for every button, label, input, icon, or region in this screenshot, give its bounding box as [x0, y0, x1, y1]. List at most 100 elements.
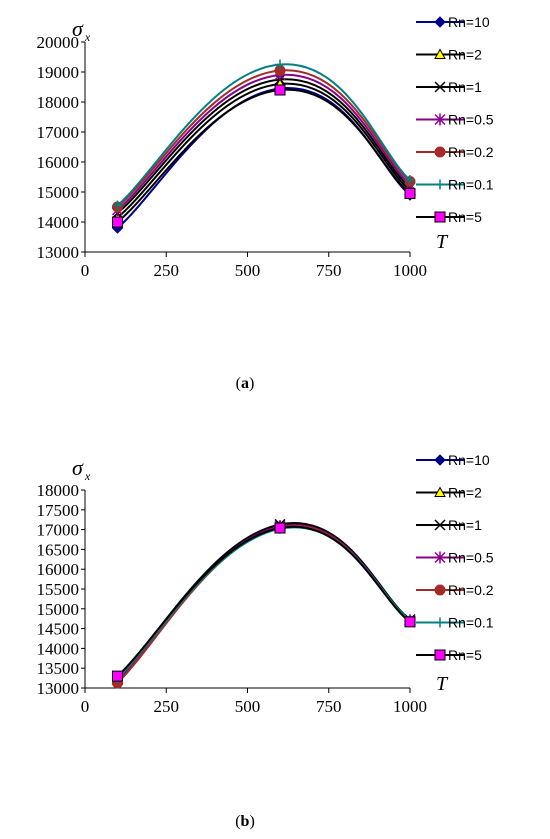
- legend-label: Rn=10: [448, 14, 490, 30]
- y-tick-label: 14000: [37, 213, 80, 232]
- data-point: [404, 616, 416, 628]
- legend-item: Rn=10: [416, 452, 490, 468]
- legend-item: Rn=0.2: [416, 144, 494, 160]
- series-line: [116, 78, 411, 214]
- series-rn2: [111, 519, 416, 684]
- chart-panel-b: 1300013500140001450015000155001600016500…: [37, 452, 494, 830]
- y-tick-label: 15500: [37, 580, 80, 599]
- series-line: [116, 73, 411, 211]
- series-line: [116, 525, 411, 677]
- legend-label: Rn=0.5: [448, 112, 494, 128]
- legend-label: Rn=0.2: [448, 582, 494, 598]
- legend-label: Rn=5: [448, 209, 482, 225]
- y-axis-label-symbol: σ: [72, 16, 84, 41]
- x-tick-label: 1000: [393, 261, 427, 280]
- x-tick-label: 250: [154, 261, 180, 280]
- y-tick-label: 15000: [37, 600, 80, 619]
- legend-item: Rn=10: [416, 14, 490, 30]
- legend-marker: [434, 584, 446, 596]
- legend-marker: [434, 16, 446, 28]
- x-tick-label: 750: [316, 261, 342, 280]
- legend-item: Rn=0.1: [416, 615, 494, 631]
- y-tick-label: 16000: [37, 560, 80, 579]
- y-tick-label: 13000: [37, 243, 80, 262]
- data-point: [405, 175, 415, 185]
- legend-item: Rn=1: [416, 79, 482, 95]
- x-axis-label: T: [436, 673, 449, 695]
- legend-marker: [434, 519, 446, 531]
- data-point: [404, 188, 416, 199]
- y-tick-label: 14500: [37, 620, 80, 639]
- legend-marker: [434, 81, 446, 93]
- legend-marker: [434, 551, 446, 564]
- series-rn2: [111, 77, 416, 222]
- legend-marker: [435, 617, 445, 628]
- series-rn10: [111, 82, 416, 234]
- legend-marker: [434, 649, 446, 661]
- y-tick-label: 19000: [37, 63, 80, 82]
- x-tick-label: 0: [81, 261, 90, 280]
- legend-label: Rn=0.2: [448, 144, 494, 160]
- series-line: [116, 522, 411, 679]
- legend-item: Rn=0.2: [416, 582, 494, 598]
- legend-item: Rn=2: [416, 47, 482, 63]
- y-axis-label-subscript: x: [84, 30, 91, 44]
- x-tick-label: 500: [235, 261, 261, 280]
- legend-marker: [434, 211, 446, 223]
- y-tick-label: 20000: [37, 33, 80, 52]
- series-rn1: [111, 73, 416, 219]
- x-tick-label: 0: [81, 697, 90, 716]
- legend-label: Rn=10: [448, 452, 490, 468]
- legend: Rn=10 Rn=2 Rn=1 Rn=0.5 Rn=0.2 Rn=0.1 Rn=5: [416, 452, 494, 663]
- y-tick-label: 17000: [37, 123, 80, 142]
- legend-item: Rn=2: [416, 485, 482, 501]
- figure-caption: (a): [236, 375, 255, 392]
- x-tick-label: 250: [154, 697, 180, 716]
- data-point: [274, 84, 286, 96]
- series-line: [116, 523, 411, 681]
- legend-marker: [434, 48, 446, 59]
- y-axis-label-symbol: σ: [72, 455, 84, 480]
- series-line: [116, 526, 411, 679]
- legend-marker: [434, 113, 446, 126]
- series-line: [116, 82, 411, 219]
- data-point: [112, 670, 123, 682]
- y-tick-label: 16000: [37, 153, 80, 172]
- x-tick-label: 750: [316, 697, 342, 716]
- y-tick-label: 13500: [37, 659, 80, 678]
- legend-item: Rn=5: [416, 647, 482, 663]
- series-line: [116, 524, 411, 679]
- series-line: [116, 523, 411, 681]
- y-tick-label: 15000: [37, 183, 80, 202]
- series-line: [116, 525, 411, 684]
- legend-item: Rn=0.5: [416, 112, 494, 128]
- data-point: [112, 216, 123, 228]
- legend-label: Rn=1: [448, 517, 482, 533]
- x-tick-label: 1000: [393, 697, 427, 716]
- legend-marker: [434, 454, 446, 466]
- legend-label: Rn=2: [448, 485, 482, 501]
- data-point: [274, 522, 286, 534]
- y-tick-label: 18000: [37, 481, 80, 500]
- y-tick-label: 16500: [37, 540, 80, 559]
- legend-label: Rn=1: [448, 79, 482, 95]
- y-tick-label: 13000: [37, 679, 80, 698]
- series-rn01: [112, 59, 415, 211]
- legend-item: Rn=0.1: [416, 177, 494, 193]
- data-point: [275, 59, 285, 70]
- legend-marker: [435, 179, 445, 190]
- x-axis-label: T: [436, 231, 449, 253]
- series-rn5: [112, 522, 416, 682]
- legend-label: Rn=0.5: [448, 550, 494, 566]
- legend-item: Rn=1: [416, 517, 482, 533]
- series-rn01: [112, 523, 415, 684]
- chart-panel-a: 13000 14000 15000 16000 17000 18000 19000 20000…: [37, 14, 494, 392]
- series-rn10: [111, 520, 416, 684]
- legend: Rn=10 Rn=2 Rn=1 Rn=0.5 Rn=0.2 Rn=0.1 Rn=5: [416, 14, 494, 225]
- legend-label: Rn=2: [448, 47, 482, 63]
- y-axis-label-subscript: x: [84, 469, 91, 483]
- series-rn5: [112, 84, 416, 228]
- figure-caption: (b): [235, 813, 255, 830]
- legend-marker: [434, 146, 446, 158]
